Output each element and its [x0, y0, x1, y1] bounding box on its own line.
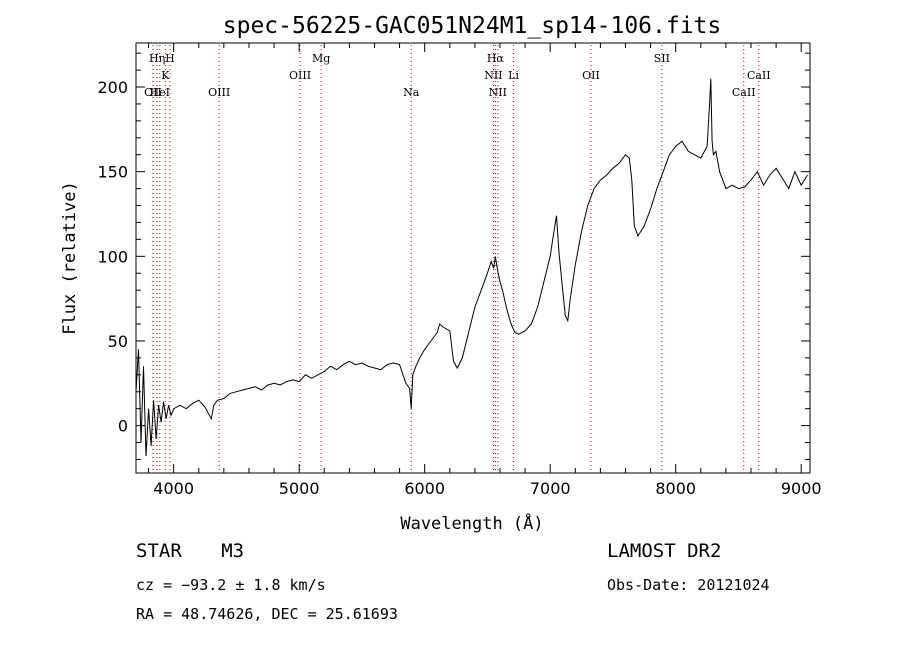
line-label-5: OIII: [208, 86, 230, 99]
y-tick-label: 150: [97, 163, 128, 182]
survey-name: LAMOST DR2: [607, 540, 722, 562]
line-label-12: Li: [508, 69, 519, 82]
y-tick-label: 50: [108, 332, 128, 351]
redshift-velocity: cz = −93.2 ± 1.8 km/s: [136, 576, 326, 594]
object-subclass: M3: [221, 540, 245, 562]
chart-title: spec-56225-GAC051N24M1_sp14-106.fits: [223, 13, 722, 39]
x-axis-label: Wavelength (Å): [400, 512, 543, 534]
line-label-10: Hα: [487, 52, 505, 65]
line-label-15: CaII: [732, 86, 756, 99]
line-label-3: K: [161, 69, 170, 82]
plot-frame: [135, 42, 811, 474]
object-class: STAR M3: [136, 540, 244, 562]
line-label-9: NII: [484, 69, 502, 82]
object-class-label: STAR: [136, 540, 182, 562]
line-label-1: Hη: [149, 52, 165, 65]
y-tick-label: 0: [118, 417, 128, 436]
y-axis: 0 50 100 150 200: [97, 52, 810, 460]
x-tick-label: 9000: [781, 479, 822, 498]
x-tick-label: 8000: [655, 479, 696, 498]
x-tick-label: 6000: [404, 479, 445, 498]
spectrum-series-line: [135, 78, 808, 457]
y-tick-label: 200: [97, 78, 128, 97]
sky-coordinates: RA = 48.74626, DEC = 25.61693: [136, 605, 398, 623]
line-label-6: OIII: [289, 69, 311, 82]
x-axis: 4000 5000 6000 7000 8000 9000: [148, 43, 822, 498]
observation-date: Obs-Date: 20121024: [607, 576, 770, 594]
x-tick-label: 4000: [153, 479, 194, 498]
y-axis-label: Flux (relative): [60, 181, 80, 335]
line-label-4: H: [165, 52, 175, 65]
line-label-8: Na: [403, 86, 420, 99]
line-label-11: NII: [489, 86, 507, 99]
y-tick-label: 100: [97, 247, 128, 266]
x-tick-label: 7000: [530, 479, 571, 498]
x-tick-label: 5000: [279, 479, 320, 498]
line-label-2: HeI: [149, 86, 169, 99]
line-label-13: OII: [582, 69, 600, 82]
line-label-14: SII: [654, 52, 670, 65]
line-label-7: Mg: [312, 52, 330, 65]
line-label-16: CaII: [747, 69, 771, 82]
